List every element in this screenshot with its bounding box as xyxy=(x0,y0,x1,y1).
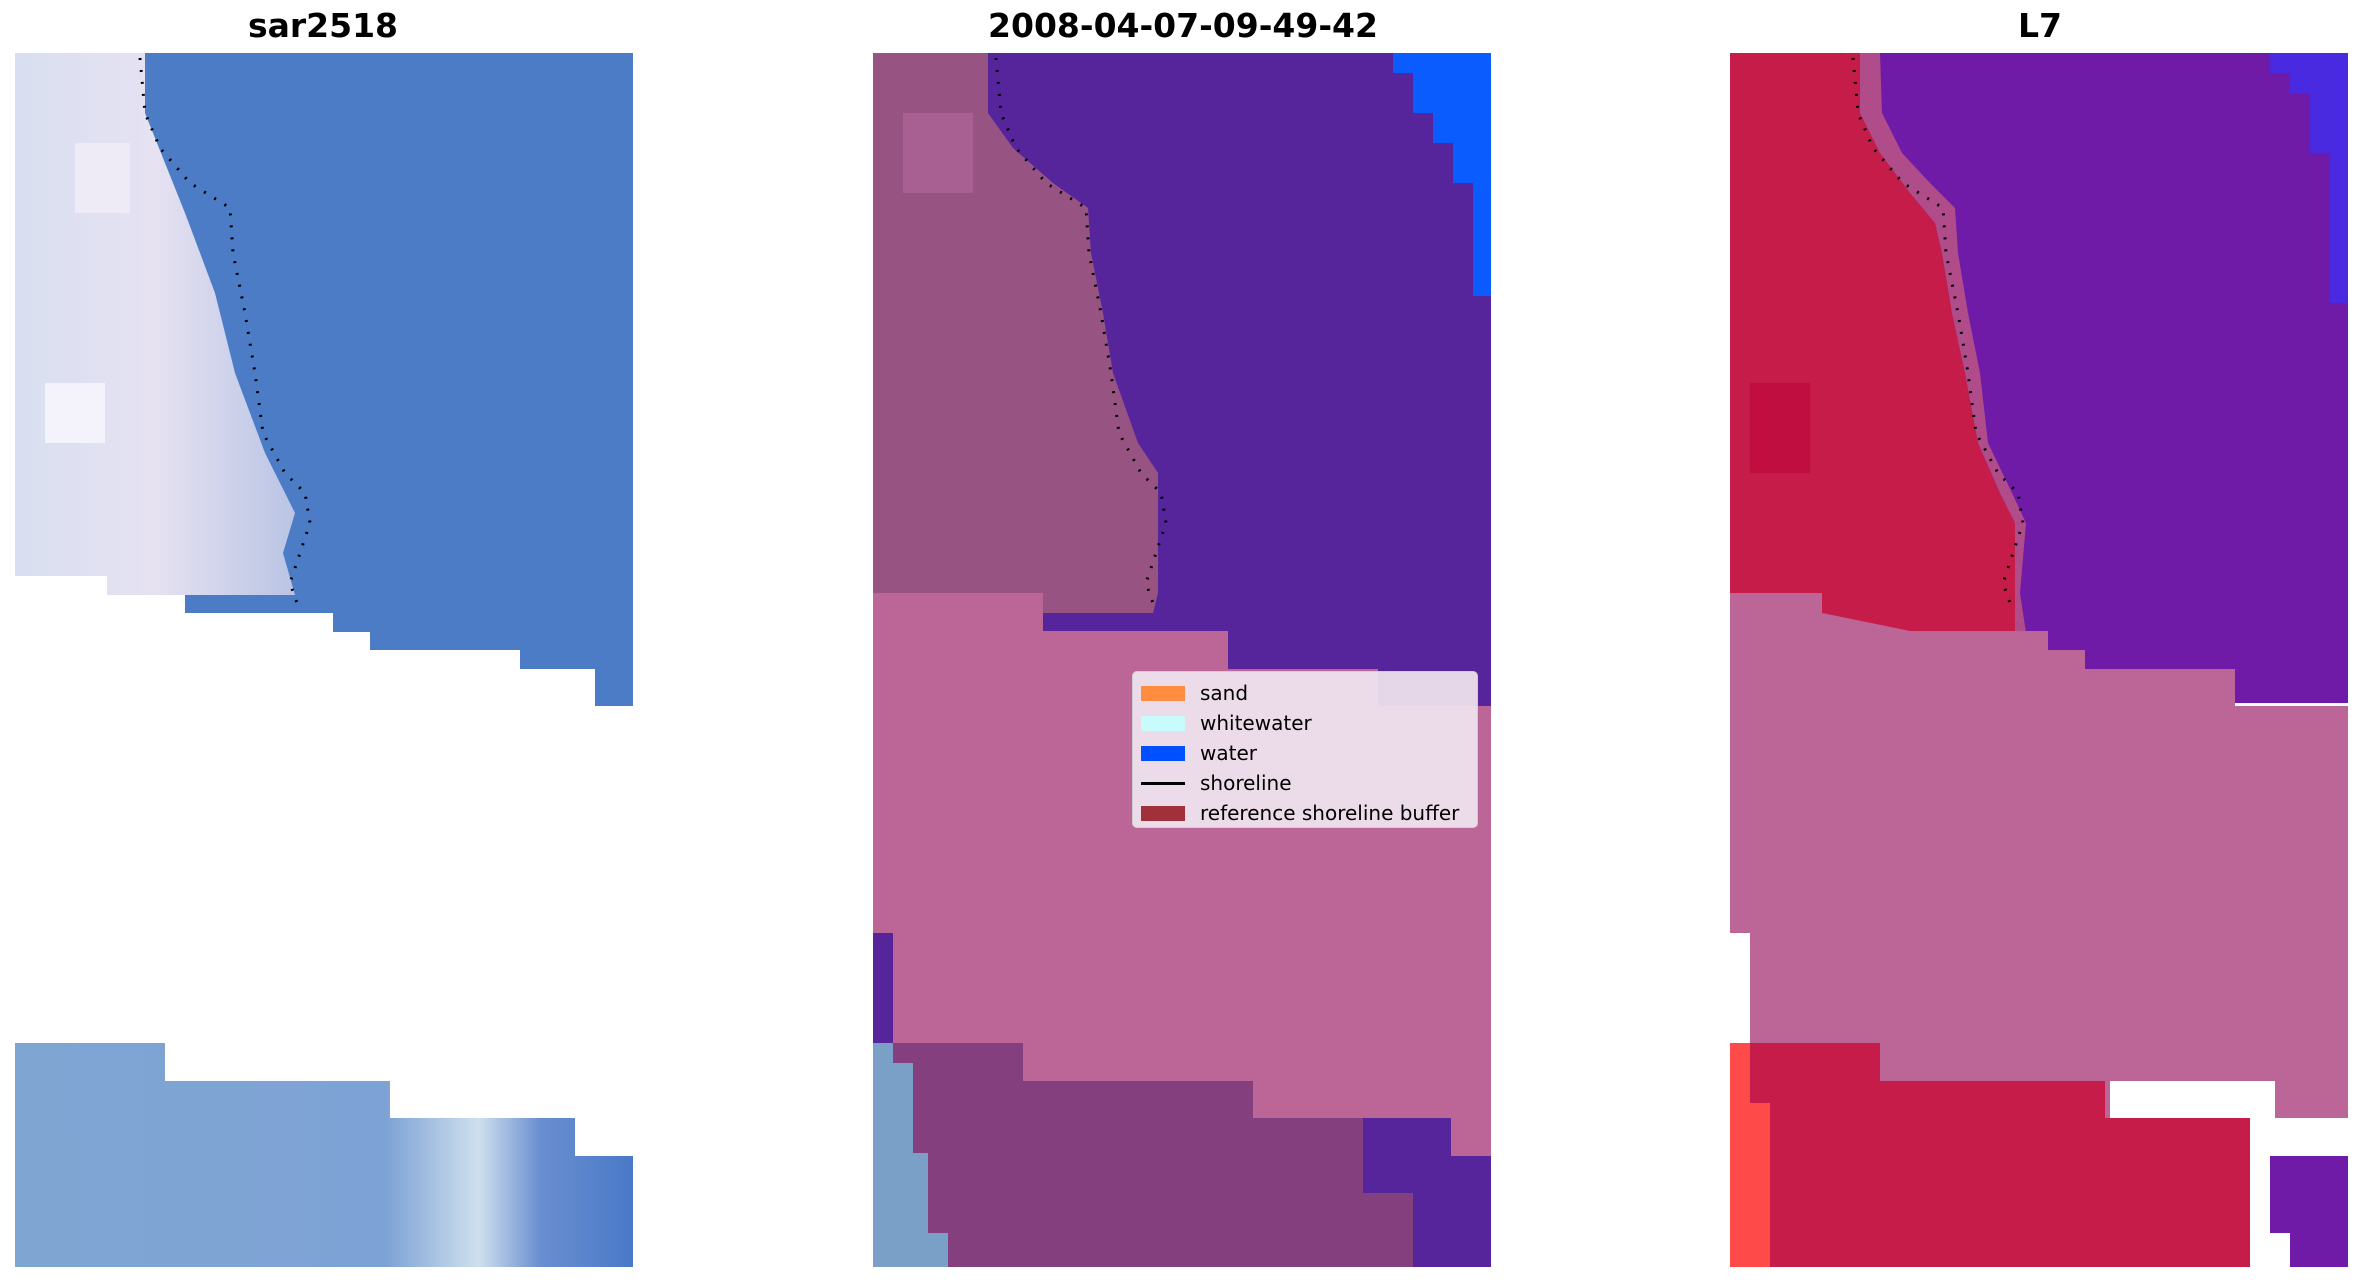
legend-label-whitewater: whitewater xyxy=(1200,711,1312,735)
panel-title-index: L7 xyxy=(2018,6,2062,45)
legend-swatch-buffer xyxy=(1141,805,1185,821)
rgb-image-panel xyxy=(15,53,633,1267)
legend-label-shoreline: shoreline xyxy=(1200,771,1292,795)
legend-swatch-sand xyxy=(1141,685,1185,701)
legend-swatch-water xyxy=(1141,745,1185,761)
index-land-area xyxy=(1730,53,2026,633)
rgb-shoreline xyxy=(138,57,312,607)
legend: sand whitewater water shoreline referenc… xyxy=(1132,671,1478,828)
index-panel xyxy=(1730,53,2348,1267)
rgb-lower-strip xyxy=(15,1043,633,1267)
legend-item-shoreline: shoreline xyxy=(1141,768,1469,798)
classification-panel xyxy=(873,53,1491,1267)
legend-label-buffer: reference shoreline buffer xyxy=(1200,801,1460,825)
legend-item-whitewater: whitewater xyxy=(1141,708,1469,738)
panel-title-rgb: sar2518 xyxy=(247,6,399,45)
legend-swatch-shoreline xyxy=(1141,781,1185,785)
index-lower-land xyxy=(1730,1043,2348,1267)
legend-item-buffer: reference shoreline buffer xyxy=(1141,798,1469,828)
legend-label-sand: sand xyxy=(1200,681,1249,705)
class-land-overlay xyxy=(873,53,1158,613)
panel-title-classification: 2008-04-07-09-49-42 xyxy=(988,6,1378,45)
legend-swatch-whitewater xyxy=(1141,715,1185,731)
index-buffer-area xyxy=(1730,593,2348,1156)
legend-item-sand: sand xyxy=(1141,678,1469,708)
class-lower-land xyxy=(873,1043,1413,1267)
class-bright-water xyxy=(1393,53,1491,296)
class-shoreline xyxy=(994,57,1168,607)
rgb-beach-area xyxy=(15,53,295,595)
legend-item-water: water xyxy=(1141,738,1469,768)
index-shoreline xyxy=(1851,57,2025,607)
legend-label-water: water xyxy=(1200,741,1257,765)
